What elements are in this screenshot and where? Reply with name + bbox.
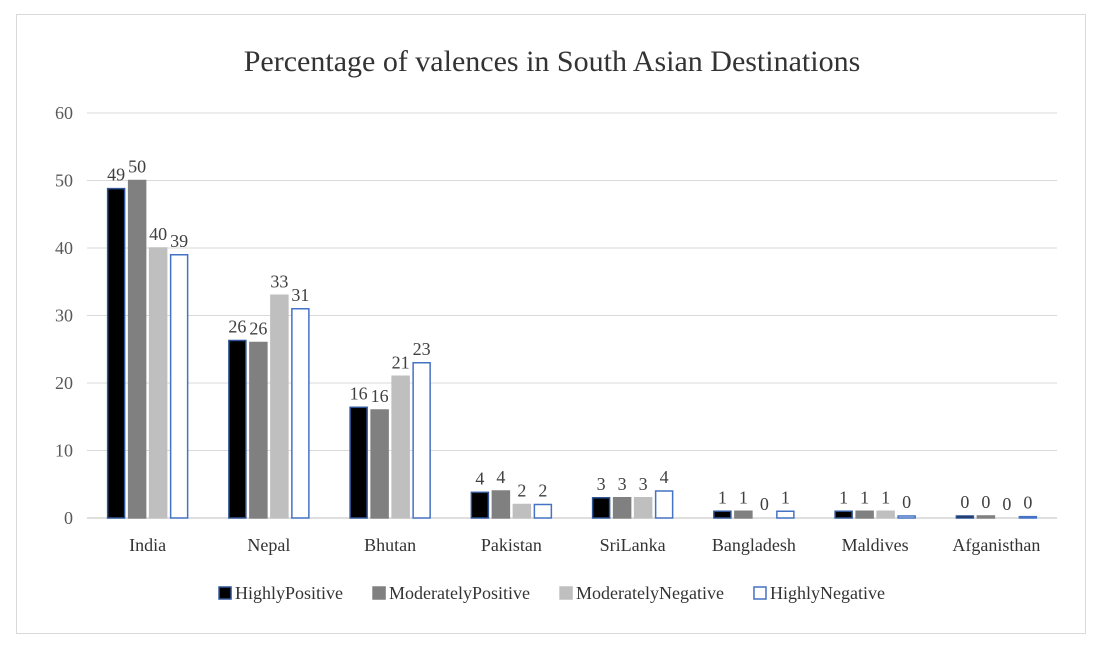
data-label: 0 bbox=[1002, 494, 1011, 514]
x-tick-label: Bhutan bbox=[364, 535, 416, 555]
bar bbox=[106, 187, 126, 519]
data-label: 1 bbox=[839, 487, 848, 507]
data-label: 26 bbox=[228, 316, 246, 336]
legend-swatch bbox=[218, 586, 232, 600]
chart-title: Percentage of valences in South Asian De… bbox=[244, 45, 861, 78]
bar bbox=[270, 294, 289, 519]
y-tick-label: 30 bbox=[55, 306, 73, 326]
data-label: 49 bbox=[107, 165, 125, 185]
bar bbox=[349, 406, 368, 519]
data-label: 3 bbox=[597, 474, 606, 494]
bar bbox=[633, 497, 653, 519]
data-label: 3 bbox=[639, 474, 648, 494]
data-label: 33 bbox=[270, 271, 288, 291]
bar bbox=[654, 490, 674, 519]
x-tick-label: Bangladesh bbox=[712, 535, 796, 555]
bar bbox=[169, 254, 189, 519]
bar bbox=[533, 503, 553, 519]
data-label: 31 bbox=[291, 285, 309, 305]
data-label: 4 bbox=[496, 467, 505, 487]
y-tick-label: 50 bbox=[55, 171, 73, 191]
y-tick-label: 20 bbox=[55, 373, 73, 393]
bar bbox=[612, 497, 632, 519]
grid-layer bbox=[87, 112, 1057, 519]
y-tick-label: 60 bbox=[55, 103, 73, 123]
y-tick-label: 40 bbox=[55, 238, 73, 258]
x-tick-label: SriLanka bbox=[600, 535, 666, 555]
data-label: 0 bbox=[902, 492, 911, 512]
bar bbox=[370, 409, 389, 519]
data-label: 21 bbox=[392, 352, 410, 372]
bar bbox=[1018, 515, 1038, 519]
bar bbox=[291, 308, 310, 519]
data-label: 0 bbox=[981, 492, 990, 512]
legend-swatch bbox=[372, 586, 386, 600]
legend-swatch bbox=[753, 586, 767, 600]
y-tick-label: 10 bbox=[55, 441, 73, 461]
bars-layer bbox=[106, 179, 1038, 519]
data-label: 0 bbox=[960, 492, 969, 512]
data-label: 1 bbox=[739, 487, 748, 507]
bar bbox=[834, 510, 853, 519]
bar bbox=[955, 515, 975, 519]
bar bbox=[148, 247, 168, 519]
bar bbox=[855, 510, 874, 519]
legend-swatch bbox=[559, 586, 573, 600]
y-tick-label: 0 bbox=[64, 508, 73, 528]
x-tick-label: Pakistan bbox=[481, 535, 542, 555]
data-label: 1 bbox=[881, 487, 890, 507]
data-label: 0 bbox=[1023, 493, 1032, 513]
data-label: 2 bbox=[517, 481, 526, 501]
bar bbox=[391, 375, 410, 519]
bar bbox=[512, 503, 532, 519]
data-label: 0 bbox=[760, 494, 769, 514]
bar bbox=[412, 362, 431, 519]
legend: HighlyPositive ModeratelyPositive Moderate… bbox=[218, 583, 885, 603]
x-tick-label: Maldives bbox=[842, 535, 909, 555]
data-label: 4 bbox=[660, 467, 669, 487]
chart-frame: Percentage of valences in South Asian De… bbox=[16, 14, 1086, 634]
data-label: 2 bbox=[538, 481, 547, 501]
bar bbox=[897, 515, 916, 519]
legend-label: HighlyPositive bbox=[235, 583, 343, 603]
x-tick-label: Afganisthan bbox=[952, 535, 1040, 555]
data-label: 16 bbox=[350, 383, 368, 403]
bar bbox=[876, 510, 895, 519]
x-tick-label: India bbox=[129, 535, 166, 555]
data-label: 1 bbox=[718, 487, 727, 507]
data-label: 3 bbox=[618, 474, 627, 494]
bar bbox=[734, 510, 753, 519]
data-label: 1 bbox=[860, 487, 869, 507]
bar bbox=[976, 515, 996, 519]
data-label: 4 bbox=[475, 468, 484, 488]
legend-label: ModeratelyNegative bbox=[576, 583, 724, 603]
data-label: 16 bbox=[371, 386, 389, 406]
bar-chart: Percentage of valences in South Asian De… bbox=[55, 45, 1057, 603]
bar bbox=[228, 339, 247, 519]
bar bbox=[713, 510, 732, 519]
bar bbox=[776, 510, 795, 519]
bar bbox=[470, 491, 490, 519]
legend-label: ModeratelyPositive bbox=[389, 583, 530, 603]
data-label: 26 bbox=[249, 319, 267, 339]
bar bbox=[591, 497, 611, 519]
data-label: 50 bbox=[128, 157, 146, 177]
bar bbox=[249, 341, 268, 519]
data-label: 23 bbox=[413, 339, 431, 359]
bar bbox=[491, 490, 511, 519]
data-label: 40 bbox=[149, 224, 167, 244]
data-label: 39 bbox=[170, 231, 188, 251]
x-tick-label: Nepal bbox=[247, 535, 290, 555]
legend-label: HighlyNegative bbox=[770, 583, 885, 603]
data-label: 1 bbox=[781, 487, 790, 507]
bar bbox=[127, 179, 147, 519]
